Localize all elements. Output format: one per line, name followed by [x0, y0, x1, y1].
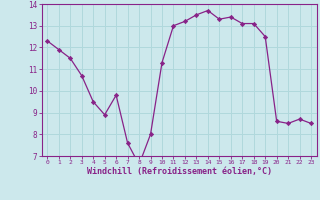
X-axis label: Windchill (Refroidissement éolien,°C): Windchill (Refroidissement éolien,°C) — [87, 167, 272, 176]
